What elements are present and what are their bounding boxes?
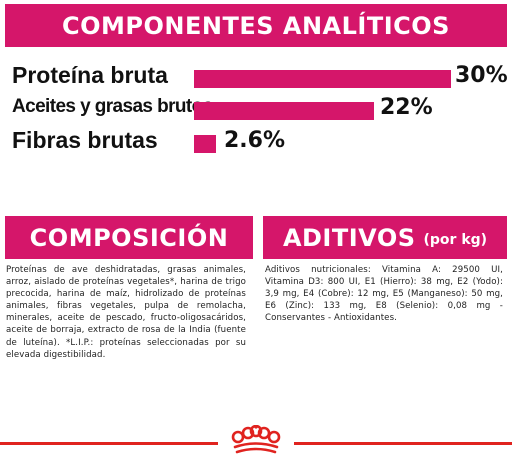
- metric-row-fats: Aceites y grasas brutos 22%: [0, 94, 512, 128]
- footer-line-right: [294, 442, 512, 445]
- additives-title: ADITIVOS: [282, 223, 416, 252]
- additives-banner: ADITIVOS (por kg): [263, 216, 507, 259]
- metric-row-protein: Proteína bruta 30%: [0, 62, 512, 96]
- footer-line-left: [0, 442, 218, 445]
- metric-label-fiber: Fibras brutas: [12, 127, 158, 153]
- additives-text: Aditivos nutricionales: Vitamina A: 2950…: [265, 265, 503, 324]
- additives-subtitle: (por kg): [423, 231, 488, 248]
- crown-icon: [231, 425, 281, 454]
- metric-value-fiber: 2.6%: [224, 128, 286, 153]
- composition-text: Proteínas de ave deshidratadas, grasas a…: [6, 265, 246, 360]
- metric-label-protein: Proteína bruta: [12, 62, 168, 88]
- composition-banner: COMPOSICIÓN: [5, 216, 253, 259]
- analytic-components-title: COMPONENTES ANALÍTICOS: [62, 11, 450, 40]
- metric-bar-fiber: [194, 135, 216, 153]
- metric-row-fiber: Fibras brutas 2.6%: [0, 127, 512, 161]
- composition-title: COMPOSICIÓN: [29, 223, 229, 252]
- metric-value-fats: 22%: [380, 95, 433, 120]
- metric-value-protein: 30%: [455, 63, 508, 88]
- metric-bar-fats: [194, 102, 374, 120]
- analytic-components-banner: COMPONENTES ANALÍTICOS: [5, 4, 507, 47]
- metric-label-fats: Aceites y grasas brutos: [12, 96, 213, 117]
- metric-bar-protein: [194, 70, 451, 88]
